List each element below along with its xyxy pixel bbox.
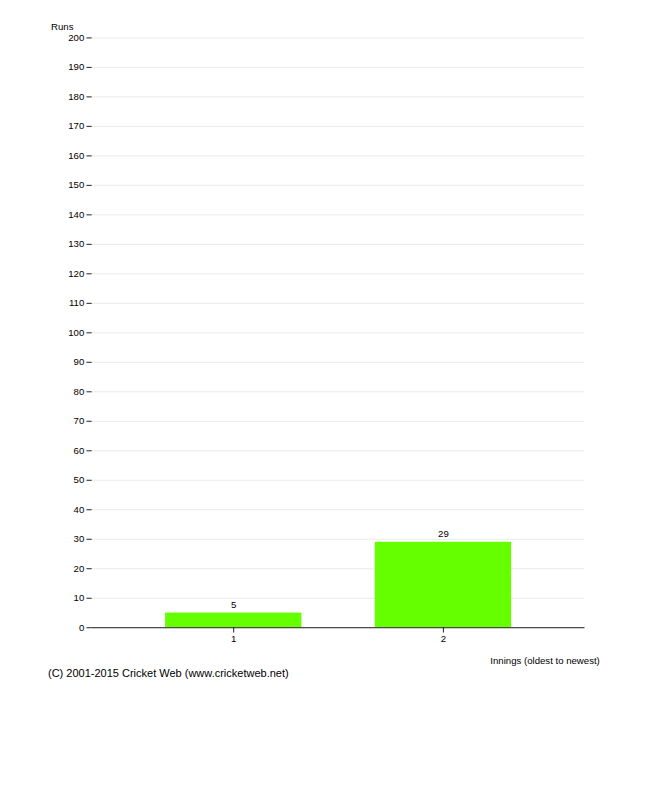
svg-text:100: 100: [68, 327, 84, 338]
svg-text:180: 180: [68, 91, 84, 102]
svg-text:80: 80: [74, 386, 85, 397]
svg-text:130: 130: [68, 238, 84, 249]
svg-text:50: 50: [74, 474, 85, 485]
svg-text:90: 90: [74, 356, 85, 367]
svg-text:190: 190: [68, 61, 84, 72]
svg-text:Runs: Runs: [51, 21, 74, 32]
svg-text:0: 0: [79, 622, 84, 633]
svg-text:1: 1: [231, 633, 236, 644]
svg-text:150: 150: [68, 179, 84, 190]
svg-text:29: 29: [438, 528, 449, 539]
svg-text:Innings (oldest to newest): Innings (oldest to newest): [490, 655, 599, 666]
svg-text:2: 2: [441, 633, 446, 644]
svg-text:170: 170: [68, 120, 84, 131]
svg-text:70: 70: [74, 415, 85, 426]
svg-text:140: 140: [68, 209, 84, 220]
svg-text:10: 10: [74, 592, 85, 603]
svg-text:40: 40: [74, 504, 85, 515]
svg-text:60: 60: [74, 445, 85, 456]
svg-text:160: 160: [68, 150, 84, 161]
svg-text:110: 110: [69, 297, 84, 308]
html-text:(C) 2001-2015 Cricket Web (www: (C) 2001-2015 Cricket Web (www.cricketwe…: [48, 666, 289, 679]
svg-text:20: 20: [74, 563, 85, 574]
svg-text:5: 5: [231, 599, 236, 610]
svg-text:200: 200: [68, 32, 84, 43]
svg-text:120: 120: [68, 268, 84, 279]
svg-text:30: 30: [74, 533, 85, 544]
